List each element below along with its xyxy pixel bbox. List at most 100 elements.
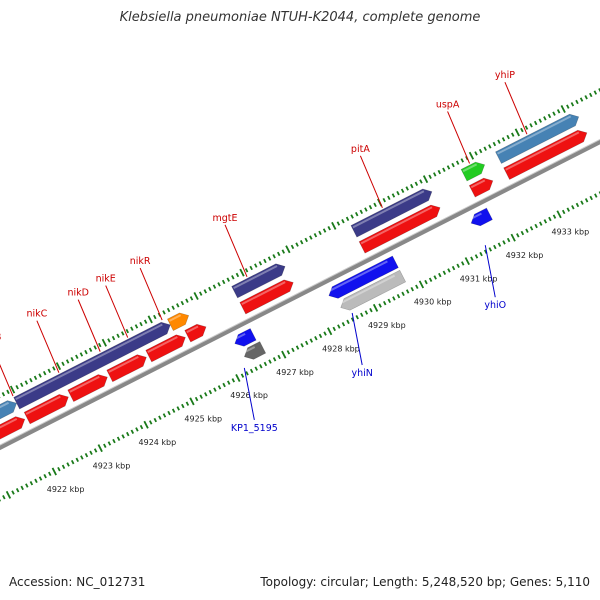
feature-shine [470,179,486,189]
minor-tick [538,118,542,123]
scale-label: 4925 kbp [184,415,222,424]
major-tick [189,397,195,406]
gene-feature [184,323,207,343]
minor-tick [346,319,350,325]
minor-tick [93,448,98,453]
minor-tick [291,347,295,353]
leader-line [447,111,471,164]
minor-tick [442,270,447,275]
minor-tick [478,148,483,154]
minor-tick [70,459,75,465]
minor-tick [543,116,547,121]
minor-tick [57,466,61,472]
scale-label: 4924 kbp [139,438,177,447]
minor-tick [162,310,166,315]
minor-tick [34,478,38,484]
minor-tick [355,211,359,217]
feature-shine [505,131,580,171]
gene-feature [243,341,267,360]
minor-tick [281,249,286,254]
minor-tick [272,254,276,259]
major-tick [147,315,153,324]
minor-tick [300,343,304,348]
minor-tick [304,237,308,243]
minor-tick [318,230,322,236]
leader-line [139,267,163,321]
minor-tick [80,455,84,460]
minor-tick [368,204,373,210]
minor-tick [25,483,29,488]
minor-tick [529,226,534,231]
minor-tick [378,303,382,308]
map-title: Klebsiella pneumoniae NTUH-K2044, comple… [119,10,481,25]
major-tick [101,338,107,347]
major-tick [235,374,241,382]
backbone [0,139,600,451]
major-tick [556,210,562,219]
minor-tick [20,382,24,388]
minor-tick [176,406,180,411]
gene-feature [145,334,186,363]
minor-tick [552,111,556,116]
minor-tick [428,174,432,179]
minor-tick [217,282,221,287]
minor-tick [116,436,121,441]
feature-shine [168,314,182,322]
features-layer [0,113,588,440]
minor-tick [501,137,506,142]
minor-tick [42,370,47,376]
minor-tick [52,366,56,371]
minor-tick [125,328,129,334]
minor-tick [360,312,364,318]
minor-tick [506,134,510,140]
minor-tick [520,127,524,133]
minor-tick [470,256,474,261]
minor-tick [47,368,51,374]
minor-tick [580,200,584,205]
minor-tick [267,256,272,261]
minor-tick [226,380,231,385]
minor-tick [575,202,580,208]
minor-tick [263,361,268,367]
scale-label: 4923 kbp [93,461,131,470]
minor-tick [359,209,364,215]
gene-label-nikC: nikC [26,309,47,320]
minor-tick [410,183,414,189]
feature-shine [497,115,572,155]
leader-line [224,224,248,278]
minor-tick [350,214,354,219]
major-tick [9,385,16,394]
minor-tick [543,219,548,224]
minor-tick [226,277,230,282]
minor-tick [48,471,52,477]
minor-tick [415,284,419,289]
minor-tick [387,195,391,201]
gene-feature [340,269,407,311]
major-tick [285,245,291,254]
major-tick [51,467,57,476]
minor-tick [66,462,70,467]
minor-tick [364,310,369,315]
leader-line [77,299,101,352]
minor-tick [345,216,350,222]
minor-tick [584,198,589,203]
minor-tick [286,350,291,355]
minor-tick [552,214,557,219]
gene-feature [0,400,18,420]
minor-tick [107,441,112,446]
minor-tick [221,279,226,285]
minor-tick [456,263,460,268]
major-tick [468,151,475,160]
minor-tick [167,410,171,416]
minor-tick [570,102,575,107]
minor-tick [442,167,446,172]
gene-feature [358,204,441,254]
minor-tick [111,335,116,341]
minor-tick [240,373,245,378]
minor-tick [392,296,396,301]
minor-tick [38,373,42,378]
minor-tick [75,354,79,359]
minor-tick [258,261,263,266]
minor-tick [341,322,346,327]
